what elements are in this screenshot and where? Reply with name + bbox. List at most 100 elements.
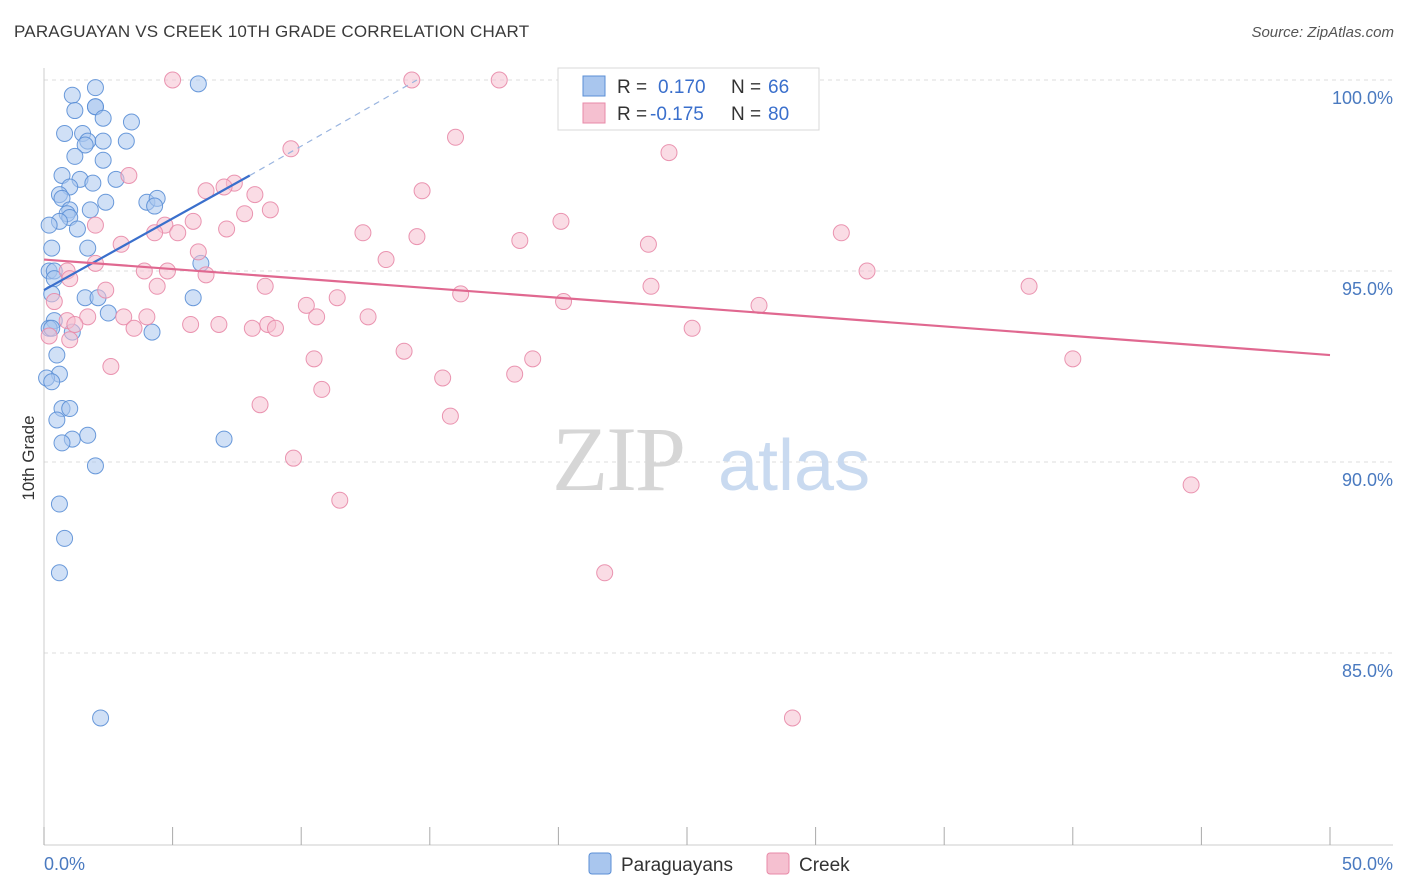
point-creek-60	[266, 319, 284, 337]
point-creek-73	[441, 407, 459, 425]
point-creek-43	[45, 293, 63, 311]
point-creek-52	[138, 308, 156, 326]
point-creek-17	[552, 212, 570, 230]
trend-line-creek	[43, 258, 1331, 357]
point-creek-34	[135, 262, 153, 280]
point-creek-44	[452, 285, 470, 303]
point-creek-38	[256, 277, 274, 295]
legend-n-label-creek: N =	[731, 104, 761, 125]
legend-r-label-paraguayans: R =	[617, 77, 647, 98]
point-creek-15	[86, 216, 104, 234]
legend-swatch-paraguayans	[582, 75, 606, 97]
point-creek-16	[236, 205, 254, 223]
legend-n-value-paraguayans: 66	[768, 77, 789, 98]
point-paraguayans-26	[146, 197, 164, 215]
point-creek-25	[511, 231, 529, 249]
y-tick-label-2: 90.0%	[1342, 470, 1393, 490]
point-paraguayans-14	[66, 147, 84, 165]
point-paraguayans-0	[86, 79, 104, 97]
chart-title: PARAGUAYAN VS CREEK 10TH GRADE CORRELATI…	[14, 22, 530, 41]
legend-r-label-creek: R =	[617, 104, 647, 125]
point-creek-78	[783, 709, 801, 727]
point-creek-48	[297, 296, 315, 314]
point-creek-62	[683, 319, 701, 337]
point-paraguayans-64	[92, 709, 110, 727]
point-creek-77	[596, 564, 614, 582]
point-paraguayans-61	[50, 495, 68, 513]
y-tick-label-0: 100.0%	[1332, 88, 1393, 108]
point-creek-37	[197, 266, 215, 284]
point-creek-41	[642, 277, 660, 295]
legend-swatch-creek	[582, 102, 606, 124]
point-creek-14	[261, 201, 279, 219]
trend-lines	[43, 79, 1331, 357]
point-paraguayans-15	[94, 151, 112, 169]
point-paraguayans-56	[79, 426, 97, 444]
point-creek-5	[447, 128, 465, 146]
point-paraguayans-18	[84, 174, 102, 192]
point-paraguayans-4	[66, 102, 84, 120]
point-paraguayans-54	[61, 400, 79, 418]
trend-line-paraguayans	[43, 174, 251, 292]
point-creek-21	[218, 220, 236, 238]
point-creek-72	[251, 396, 269, 414]
legend-n-label-paraguayans: N =	[731, 77, 761, 98]
point-paraguayans-62	[56, 529, 74, 547]
point-creek-55	[66, 315, 84, 333]
point-paraguayans-27	[81, 201, 99, 219]
point-creek-12	[413, 182, 431, 200]
point-creek-30	[377, 251, 395, 269]
data-points	[38, 71, 1200, 727]
point-creek-54	[359, 308, 377, 326]
point-paraguayans-35	[79, 239, 97, 257]
point-paraguayans-23	[97, 193, 115, 211]
legend-r-value-creek: -0.175	[650, 104, 704, 125]
point-paraguayans-59	[53, 434, 71, 452]
point-creek-53	[308, 308, 326, 326]
bottom-legend-swatch-creek	[766, 852, 790, 875]
point-creek-24	[408, 228, 426, 246]
watermark-zip: ZIP	[552, 408, 684, 510]
point-paraguayans-1	[189, 75, 207, 93]
point-creek-75	[331, 491, 349, 509]
point-paraguayans-34	[43, 239, 61, 257]
point-creek-68	[102, 358, 120, 375]
point-paraguayans-60	[86, 457, 104, 475]
point-creek-61	[125, 319, 143, 337]
trend-line-paraguayans-extension	[249, 79, 418, 177]
point-creek-74	[284, 449, 302, 467]
point-creek-76	[1182, 476, 1200, 494]
point-creek-58	[243, 319, 261, 337]
point-creek-51	[115, 308, 133, 326]
y-tick-label-1: 95.0%	[1342, 279, 1393, 299]
point-creek-56	[182, 315, 200, 333]
point-paraguayans-43	[184, 289, 202, 307]
point-creek-23	[354, 224, 372, 242]
bottom-legend-swatch-paraguayans	[588, 852, 612, 875]
point-creek-42	[1020, 277, 1038, 295]
point-creek-64	[395, 342, 413, 360]
point-creek-26	[639, 235, 657, 253]
point-paraguayans-63	[50, 564, 68, 582]
point-creek-65	[305, 350, 323, 368]
point-paraguayans-11	[94, 132, 112, 150]
bottom-legend-label-creek: Creek	[799, 855, 850, 876]
point-creek-45	[328, 289, 346, 307]
point-paraguayans-49	[48, 346, 66, 364]
point-creek-66	[524, 350, 542, 368]
y-tick-label-3: 85.0%	[1342, 661, 1393, 681]
point-creek-7	[660, 144, 678, 162]
point-paraguayans-6	[94, 109, 112, 127]
point-paraguayans-55	[48, 411, 66, 429]
point-creek-39	[148, 277, 166, 295]
point-paraguayans-8	[56, 124, 74, 142]
point-paraguayans-13	[76, 136, 94, 154]
x-tick-label-min: 0.0%	[44, 854, 85, 874]
point-creek-57	[210, 315, 228, 333]
point-creek-47	[750, 296, 768, 314]
point-paraguayans-58	[215, 430, 233, 448]
point-creek-8	[120, 167, 138, 184]
point-paraguayans-7	[122, 113, 140, 131]
point-creek-6	[282, 140, 300, 158]
